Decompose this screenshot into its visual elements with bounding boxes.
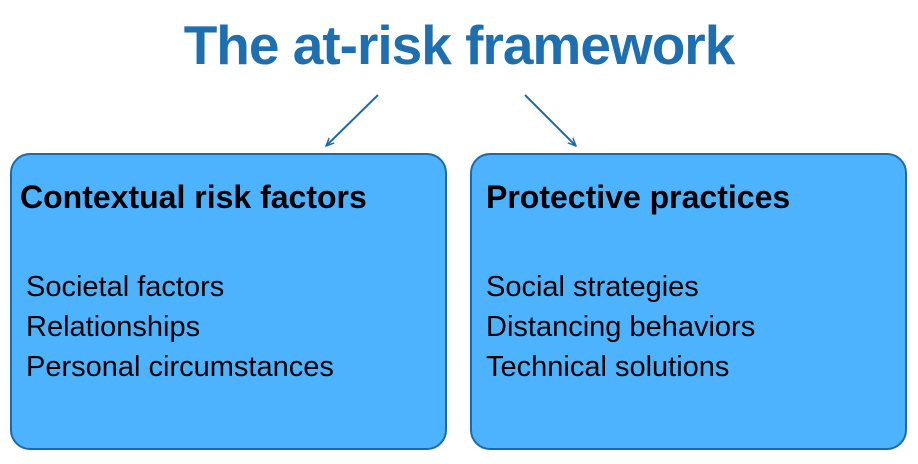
item-list: Social strategies Distancing behaviors T…: [486, 267, 755, 387]
contextual-risk-factors-box: Contextual risk factors Societal factors…: [10, 153, 447, 450]
list-item: Technical solutions: [486, 351, 730, 383]
item-list: Societal factors Relationships Personal …: [26, 267, 334, 387]
box-heading: Contextual risk factors: [20, 179, 367, 215]
list-item: Personal circumstances: [26, 351, 334, 383]
box-heading: Protective practices: [486, 179, 791, 215]
list-item: Societal factors: [26, 271, 225, 303]
arrow-to-protective-practices: [524, 94, 576, 146]
list-item: Social strategies: [486, 271, 699, 303]
diagram-title: The at-risk framework: [183, 14, 736, 76]
protective-practices-box: Protective practices Social strategies D…: [470, 153, 907, 450]
list-item: Relationships: [26, 311, 201, 343]
list-item: Distancing behaviors: [486, 311, 756, 343]
arrow-to-risk-factors: [326, 94, 379, 146]
